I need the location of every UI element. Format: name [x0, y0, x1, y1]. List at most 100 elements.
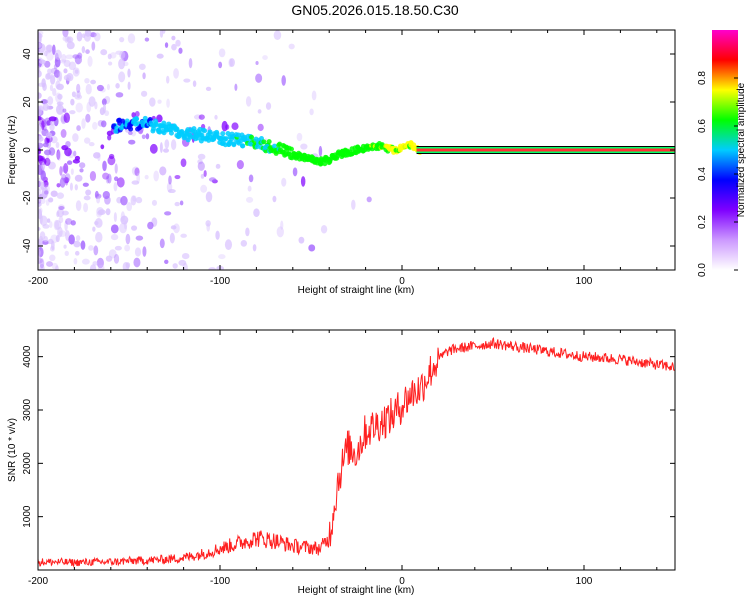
spectrogram-noise-blob [71, 91, 76, 98]
spectrogram-noise-blob [38, 155, 45, 162]
spectrogram-ridge-blob [152, 118, 158, 124]
spectrogram-noise-blob [119, 50, 126, 59]
spectrogram-noise-blob [89, 264, 97, 270]
spectrogram-noise-blob [42, 142, 49, 148]
spectrogram-noise-blob [113, 182, 118, 192]
spectrogram-noise-blob [49, 74, 56, 85]
spectrogram-noise-blob [153, 170, 159, 182]
spectrogram-noise-blob [131, 112, 136, 118]
spectrogram-noise-blob [130, 130, 137, 137]
spectrogram-noise-blob [126, 202, 133, 212]
colorbar-tick-label: 0.0 [697, 263, 708, 277]
spectrogram-noise-blob [205, 191, 213, 203]
carrier-band-core [416, 148, 675, 152]
spectrogram-noise-blob [178, 47, 183, 54]
spectrogram-noise-blob [41, 189, 50, 196]
snr-x-tick-label: -200 [28, 576, 48, 587]
spectrogram-noise-blob [70, 168, 74, 175]
spectrogram-noise-blob [198, 114, 205, 120]
spectrogram-noise-blob [63, 59, 71, 68]
spectrogram-noise-blob [92, 261, 98, 266]
spectrogram-noise-blob [173, 68, 179, 79]
spectrogram-noise-blob [149, 143, 158, 154]
spectrogram-noise-blob [38, 92, 42, 99]
spectrogram-noise-blob [82, 182, 89, 187]
spectrogram-noise-blob [99, 107, 105, 116]
spectrogram-noise-blob [200, 173, 205, 179]
spectrogram-noise-blob [50, 190, 58, 197]
spectrogram-noise-blob [134, 167, 140, 177]
spectrogram-noise-blob [49, 121, 55, 126]
spectrogram-noise-blob [91, 41, 96, 51]
spectrogram-noise-blob [234, 83, 238, 91]
spectrogram-noise-blob [127, 33, 136, 44]
spectrogram-noise-blob [42, 103, 50, 111]
spectrogram-ridge-blob [187, 134, 193, 140]
spectrogram-noise-blob [169, 232, 175, 244]
spectrogram-noise-blob [225, 124, 230, 130]
spectrogram-noise-blob [136, 172, 141, 184]
spectrogram-noise-blob [88, 96, 96, 107]
spectrogram-noise-blob [110, 234, 119, 241]
spectrogram-ridge-blob [266, 139, 272, 145]
spectrogram-noise-blob [44, 190, 49, 195]
spectrogram-noise-blob [63, 112, 71, 124]
spectrogram-ridge [111, 115, 675, 167]
snr-x-tick-label: 100 [576, 576, 593, 587]
spectrogram-noise-blob [262, 55, 268, 60]
spectrogram-ridge-blob [178, 129, 184, 135]
spectrogram-noise-blob [156, 53, 164, 59]
spectrogram-noise-blob [157, 99, 162, 104]
spectrogram-noise-blob [56, 150, 62, 162]
spectrogram-noise-blob [90, 79, 97, 85]
spectrogram-noise-blob [92, 121, 98, 130]
spectrogram-noise-blob [93, 245, 99, 256]
spectrogram-noise-blob [52, 88, 57, 97]
spectrogram-ridge-blob [318, 161, 324, 167]
spectrogram-noise-blob [97, 152, 101, 162]
spectrogram-noise-blob [164, 211, 172, 216]
spectrogram-noise-blob [75, 235, 81, 242]
spectrogram-noise-blob [38, 199, 41, 209]
spectrogram-ridge-blob [128, 126, 134, 132]
spectrogram-noise-blob [61, 165, 67, 173]
spectrogram-noise-blob [292, 167, 298, 177]
spectrogram-noise-blob [38, 186, 45, 191]
spectrogram-noise-blob [208, 267, 216, 270]
spectrogram-noise-blob [257, 109, 262, 114]
spectrogram-x-tick-label: 0 [399, 276, 405, 287]
spectrogram-noise-blob [56, 149, 61, 161]
spectrogram-noise-blob [38, 123, 43, 132]
spectrogram-x-tick-label: 100 [576, 276, 593, 287]
spectrogram-y-tick-label: -40 [22, 238, 33, 253]
spectrogram-noise-blob [74, 250, 80, 256]
spectrogram-noise-blob [69, 182, 73, 191]
spectrogram-noise-blob [131, 166, 140, 176]
spectrogram-noise-blob [127, 81, 131, 90]
spectrogram-noise-blob [76, 125, 81, 132]
spectrogram-noise-blob [142, 72, 146, 80]
spectrogram-noise-blob [102, 190, 110, 200]
spectrogram-noise-blob [203, 170, 207, 177]
spectrogram-noise-blob [300, 143, 308, 150]
spectrogram-noise-blob [45, 73, 51, 80]
spectrogram-noise-blob [149, 97, 156, 107]
snr-x-tick-label: 0 [399, 576, 405, 587]
spectrogram-noise-blob [252, 244, 257, 252]
spectrogram-noise-blob [39, 231, 46, 240]
spectrogram-ridge-blob [334, 155, 340, 161]
spectrogram-noise-blob [55, 265, 59, 270]
spectrogram-noise-blob [93, 152, 101, 159]
spectrogram-ridge-blob [327, 157, 333, 163]
spectrogram-noise-blob [100, 144, 105, 150]
spectrogram-noise-blob [81, 46, 86, 54]
spectrogram-noise-blob [63, 244, 67, 249]
spectrogram-noise-blob [115, 83, 120, 89]
spectrogram-noise-blob [89, 32, 97, 38]
spectrogram-noise-blob [118, 58, 125, 70]
spectrogram-noise-blob [255, 60, 259, 66]
spectrogram-noise-blob [70, 220, 76, 226]
spectrogram-noise-blob [69, 110, 76, 115]
spectrogram-noise-blob [151, 199, 158, 206]
